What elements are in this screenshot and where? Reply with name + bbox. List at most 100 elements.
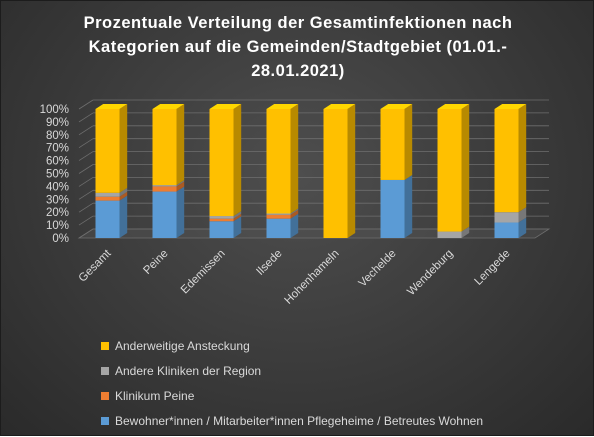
bar-segment-side [461, 226, 470, 238]
chart-title-line-1: Prozentuale Verteilung der Gesamtinfekti… [83, 14, 513, 32]
gridline-depth [78, 125, 94, 136]
bar-segment [266, 213, 291, 215]
bar-segment [266, 109, 291, 214]
bar-segment [152, 191, 177, 238]
bar-segment-side [119, 195, 128, 238]
bar-segment-side [233, 104, 242, 217]
bar-segment-side [461, 104, 470, 232]
bar-segment [494, 212, 519, 223]
legend-swatch [101, 341, 109, 350]
bar-segment-top [437, 104, 470, 109]
bar-segment [323, 109, 348, 238]
bar-segment [266, 214, 291, 219]
chart-title-line-2: Kategorien auf die Gemeinden/Stadtgebiet… [88, 38, 508, 56]
bar-segment-side [176, 104, 185, 186]
x-tick-label: Edemissen [179, 248, 228, 297]
gridline-depth [78, 99, 94, 110]
chart-title-line-3: 28.01.2021) [251, 62, 345, 80]
bar-segment [95, 200, 120, 238]
bar-segment-side [119, 187, 128, 197]
gridline-depth [78, 202, 94, 213]
bar-segment [437, 231, 462, 238]
bar-segment-top [494, 104, 527, 109]
y-tick-label: 60% [46, 156, 69, 168]
bar-segment-side [404, 104, 413, 180]
bar-segment-side [518, 207, 527, 223]
y-tick-label: 90% [46, 117, 69, 129]
bar-segment [152, 186, 177, 192]
bar-segment [494, 109, 519, 213]
bar-segment [152, 185, 177, 187]
legend-entry: Klinikum Peine [101, 383, 561, 408]
bar-segment-top [266, 104, 299, 109]
bar-segment-side [233, 213, 242, 222]
bar-segment-side [347, 104, 356, 238]
bar-segment [266, 218, 291, 238]
gridline-depth [78, 112, 94, 123]
bar-segment-side [119, 191, 128, 201]
x-tick-label: Hohenhameln [283, 248, 342, 307]
y-tick-label: 30% [46, 194, 69, 206]
bar-segment-side [404, 175, 413, 238]
bar-segment-side [518, 104, 527, 213]
bar-segment-side [176, 180, 185, 187]
y-tick-label: 40% [46, 181, 69, 193]
bar-segment-side [290, 209, 299, 219]
bar-segment [209, 218, 234, 222]
gridline-depth [78, 177, 94, 187]
bar-segment-side [176, 181, 185, 192]
bar-segment [380, 179, 405, 238]
bar-segment-side [290, 208, 299, 215]
x-tick-label: Vechelde [357, 248, 399, 290]
bar-segment-top [323, 104, 356, 109]
legend-swatch [101, 416, 109, 425]
y-tick-label: 70% [46, 143, 69, 155]
gridline-depth [78, 215, 94, 226]
bar-segment [380, 109, 405, 180]
x-tick-label: Lengede [472, 248, 512, 288]
legend-entry: Andere Kliniken der Region [101, 358, 561, 383]
legend-entry: Anderweitige Ansteckung [101, 333, 561, 358]
bar-segment [95, 196, 120, 201]
y-tick-label: 50% [46, 169, 69, 181]
bar-segment [95, 192, 120, 197]
bar-segment-side [119, 104, 128, 193]
legend-label: Klinikum Peine [115, 388, 195, 403]
y-tick-label: 10% [46, 220, 69, 232]
bar-segment [209, 109, 234, 217]
gridline-depth [78, 164, 94, 174]
y-tick-label: 80% [46, 130, 69, 142]
x-tick-label: Peine [141, 248, 170, 277]
chart-floor [77, 228, 551, 239]
legend-label: Anderweitige Ansteckung [115, 338, 250, 353]
gridline-depth [78, 189, 94, 200]
gridline-depth [78, 138, 94, 149]
legend: Anderweitige Ansteckung Andere Kliniken d… [101, 333, 561, 433]
bar-segment-top [152, 104, 185, 109]
x-tick-label: Ilsede [254, 248, 284, 278]
bar-segment-side [233, 211, 242, 219]
legend-entry: Bewohner*innen / Mitarbeiter*innen Pfleg… [101, 408, 561, 433]
bar-segment [437, 109, 462, 232]
chart-title: Prozentuale Verteilung der Gesamtinfekti… [31, 11, 565, 83]
y-tick-label: 20% [46, 207, 69, 219]
bar-segment-top [209, 104, 242, 109]
x-tick-label: Wendeburg [405, 248, 455, 298]
bar-segment [494, 222, 519, 238]
gridline-depth [78, 151, 94, 161]
bar-segment [209, 221, 234, 238]
bar-segment-side [518, 217, 527, 238]
legend-swatch [101, 366, 109, 375]
bar-segment-side [176, 186, 185, 238]
legend-label: Bewohner*innen / Mitarbeiter*innen Pfleg… [115, 413, 484, 428]
bar-segment-top [95, 104, 128, 109]
bar-segment-side [290, 104, 299, 214]
y-tick-label: 100% [40, 104, 69, 116]
legend-swatch [101, 391, 109, 400]
bar-segment [209, 216, 234, 219]
bar-segment-top [380, 104, 413, 109]
y-tick-label: 0% [52, 233, 69, 245]
bar-segment-side [290, 213, 299, 238]
